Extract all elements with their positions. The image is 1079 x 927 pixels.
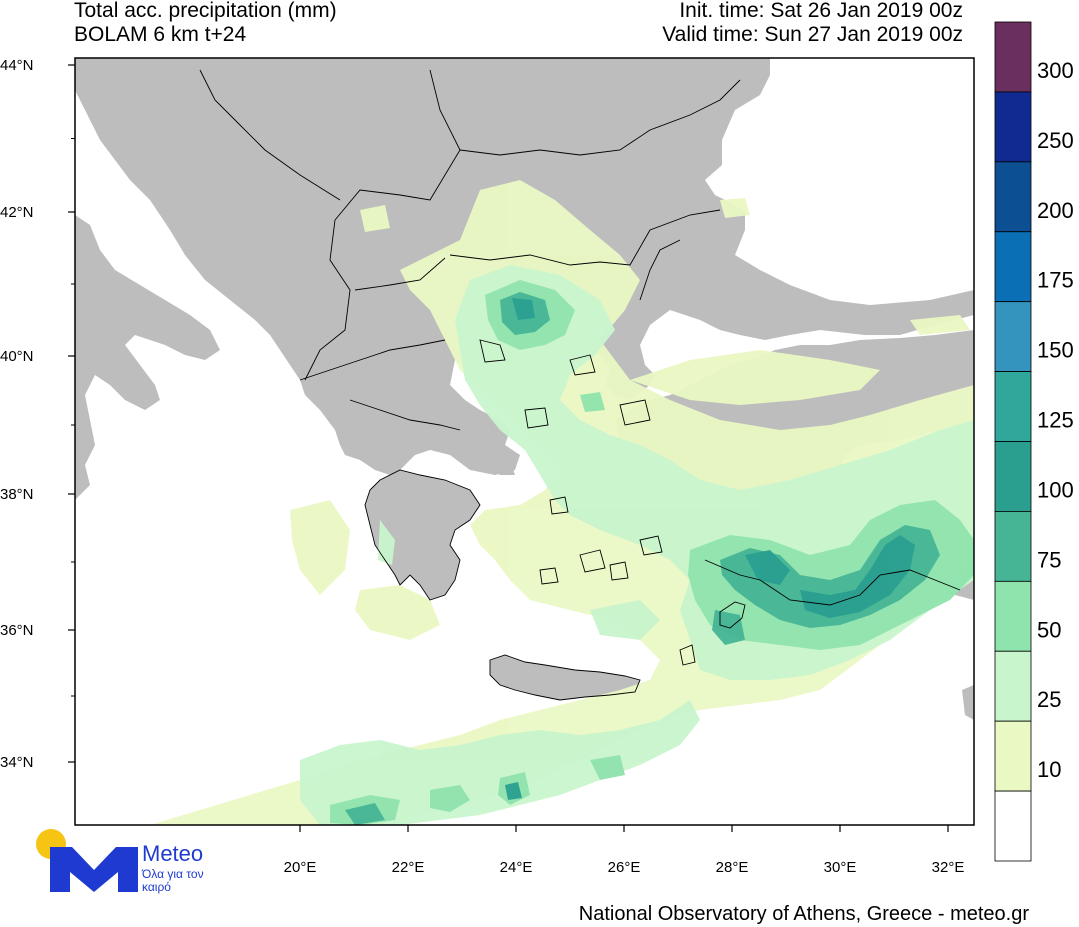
title-line-2: BOLAM 6 km t+24 [74, 23, 247, 46]
land-italy [75, 215, 220, 500]
precipitation-contours [150, 180, 974, 825]
colorbar-label: 150 [1037, 338, 1074, 363]
init-time: Init. time: Sat 26 Jan 2019 00z [679, 0, 963, 22]
lat-label: 40°N [0, 348, 34, 365]
title-line-1: Total acc. precipitation (mm) [74, 0, 337, 22]
colorbar-label: 75 [1037, 547, 1061, 572]
land-cyprus [962, 685, 974, 720]
valid-time: Valid time: Sun 27 Jan 2019 00z [662, 23, 963, 46]
lat-label: 36°N [0, 622, 34, 639]
colorbar-swatch [994, 790, 1032, 862]
colorbar: 300 250 200 175 150 125 100 75 50 25 10 [994, 21, 1074, 862]
m-letter-icon [50, 847, 138, 892]
borders [75, 58, 961, 701]
colorbar-swatch [994, 720, 1032, 792]
colorbar-swatch [994, 441, 1032, 512]
colorbar-swatch [994, 511, 1032, 582]
colorbar-label: 250 [1037, 128, 1074, 153]
lat-label: 42°N [0, 204, 34, 221]
colorbar-swatch [994, 580, 1032, 652]
colorbar-swatch [994, 91, 1032, 163]
colorbar-swatch [994, 650, 1032, 722]
logo-name: Meteo [142, 841, 204, 866]
longitude-axis: 20°E 22°E 24°E 26°E 28°E 30°E 32°E [284, 825, 965, 876]
colorbar-label: 100 [1037, 477, 1074, 502]
footer-credit: National Observatory of Athens, Greece -… [578, 903, 1029, 925]
colorbar-swatch [994, 301, 1032, 372]
lon-label: 22°E [392, 859, 425, 876]
colorbar-label: 50 [1037, 617, 1061, 642]
lon-label: 20°E [284, 859, 317, 876]
lat-label: 34°N [0, 754, 34, 771]
land-peloponnese [365, 470, 480, 600]
logo-tagline: Όλα για τον καιρό [142, 867, 204, 894]
colorbar-label: 300 [1037, 58, 1074, 83]
lat-label: 44°N [0, 57, 34, 74]
lon-label: 26°E [608, 859, 641, 876]
colorbar-label: 200 [1037, 198, 1074, 223]
lon-label: 28°E [716, 859, 749, 876]
lon-label: 24°E [500, 859, 533, 876]
map-title: Total acc. precipitation (mm) BOLAM 6 km… [74, 0, 337, 47]
colorbar-label: 10 [1037, 757, 1061, 782]
land-euboea [455, 420, 515, 475]
map-area [75, 58, 974, 825]
latitude-axis: 44°N 42°N 40°N 38°N 36°N 34°N [0, 57, 75, 771]
colorbar-swatch [994, 371, 1032, 442]
time-info: Init. time: Sat 26 Jan 2019 00z Valid ti… [662, 0, 963, 47]
colorbar-swatch [994, 161, 1032, 233]
lat-label: 38°N [0, 486, 34, 503]
colorbar-label: 25 [1037, 687, 1061, 712]
lon-label: 32°E [932, 859, 965, 876]
land-crete [490, 655, 640, 700]
colorbar-swatch [994, 231, 1032, 303]
map-frame [74, 57, 975, 826]
colorbar-label: 175 [1037, 268, 1074, 293]
lon-label: 30°E [824, 859, 857, 876]
colorbar-label: 125 [1037, 408, 1074, 433]
meteo-logo: Meteo Όλα για τον καιρό [36, 829, 236, 899]
colorbar-swatch [994, 21, 1032, 93]
